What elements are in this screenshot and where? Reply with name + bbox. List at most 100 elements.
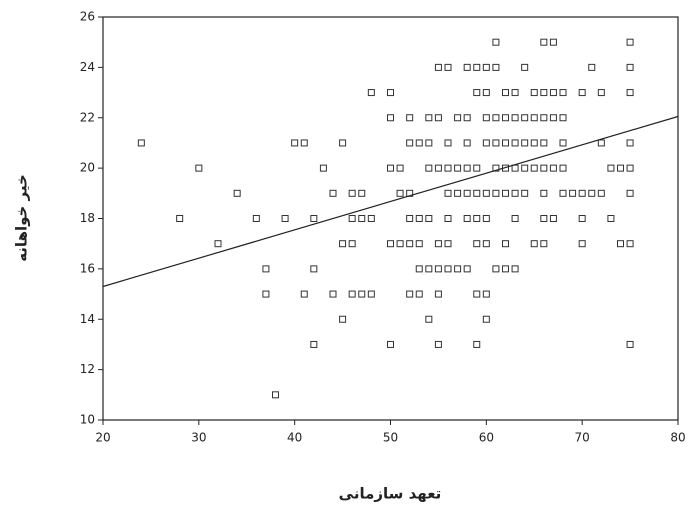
- scatter-point: [300, 290, 308, 298]
- scatter-point: [233, 189, 241, 197]
- scatter-point: [492, 114, 500, 122]
- scatter-point: [482, 215, 490, 222]
- scatter-point: [310, 340, 318, 348]
- scatter-point: [530, 114, 538, 122]
- scatter-point: [406, 114, 414, 122]
- scatter-point: [549, 114, 557, 122]
- scatter-point: [415, 265, 423, 273]
- scatter-point: [272, 391, 279, 399]
- scatter-point: [502, 139, 509, 147]
- scatter-point: [482, 315, 490, 323]
- scatter-point: [339, 139, 347, 147]
- scatter-point: [617, 164, 624, 172]
- scatter-point: [530, 89, 538, 97]
- scatter-point: [521, 114, 529, 122]
- y-tick-label: 26: [80, 10, 95, 24]
- scatter-point: [578, 240, 586, 248]
- scatter-point: [434, 290, 442, 298]
- scatter-point: [521, 63, 529, 71]
- scatter-point: [578, 215, 586, 222]
- scatter-point: [549, 89, 557, 97]
- scatter-point: [415, 240, 423, 248]
- scatter-point: [473, 63, 481, 71]
- scatter-point: [482, 114, 490, 122]
- scatter-point: [406, 139, 414, 147]
- x-tick-label: 70: [575, 431, 590, 445]
- scatter-point: [367, 215, 375, 222]
- scatter-point: [348, 240, 356, 248]
- scatter-point: [425, 114, 433, 122]
- scatter-point: [597, 189, 605, 197]
- scatter-point: [578, 89, 586, 97]
- scatter-point: [473, 290, 481, 298]
- scatter-point: [396, 189, 404, 197]
- scatter-point: [444, 189, 452, 197]
- scatter-point: [195, 164, 203, 172]
- scatter-point: [511, 89, 519, 97]
- scatter-point: [319, 164, 327, 172]
- x-tick-label: 30: [191, 431, 206, 445]
- scatter-point: [463, 189, 471, 197]
- scatter-point: [262, 290, 270, 298]
- scatter-point: [559, 139, 567, 147]
- scatter-point: [396, 240, 404, 248]
- scatter-point: [521, 164, 529, 172]
- scatter-point: [463, 114, 471, 122]
- scatter-point: [415, 290, 423, 298]
- x-axis-title: تعهد سازمانی: [339, 485, 442, 503]
- scatter-point: [617, 240, 624, 248]
- scatter-point: [444, 164, 452, 172]
- scatter-point: [473, 215, 481, 222]
- scatter-point: [626, 38, 634, 46]
- scatter-point: [540, 89, 548, 97]
- scatter-point: [387, 340, 394, 348]
- scatter-point: [444, 139, 452, 147]
- scatter-point: [578, 189, 586, 197]
- scatter-point: [549, 38, 557, 46]
- scatter-point: [502, 89, 509, 97]
- scatter-point: [434, 63, 442, 71]
- scatter-point: [626, 89, 634, 97]
- scatter-point: [511, 189, 519, 197]
- y-tick-label: 12: [80, 362, 95, 376]
- scatter-point: [387, 89, 394, 97]
- y-tick-label: 24: [80, 60, 95, 74]
- scatter-point: [310, 215, 318, 222]
- scatter-point: [607, 215, 615, 222]
- scatter-point: [540, 114, 548, 122]
- scatter-point: [434, 164, 442, 172]
- scatter-point: [300, 139, 308, 147]
- scatter-point: [463, 139, 471, 147]
- scatter-point: [396, 164, 404, 172]
- scatter-point: [463, 164, 471, 172]
- scatter-point: [444, 63, 452, 71]
- y-axis-title: خیر خواهانه: [13, 174, 31, 262]
- scatter-point: [540, 139, 548, 147]
- scatter-point: [540, 240, 548, 248]
- scatter-point: [425, 164, 433, 172]
- scatter-point: [348, 189, 356, 197]
- scatter-point: [348, 215, 356, 222]
- scatter-point: [310, 265, 318, 273]
- y-tick-label: 10: [80, 413, 95, 427]
- y-tick-label: 22: [80, 110, 95, 124]
- scatter-point: [511, 164, 519, 172]
- scatter-point: [463, 265, 471, 273]
- scatter-point: [387, 240, 394, 248]
- scatter-point: [482, 240, 490, 248]
- scatter-point: [137, 139, 145, 147]
- scatter-point: [626, 63, 634, 71]
- scatter-point: [549, 164, 557, 172]
- scatter-point: [626, 340, 634, 348]
- scatter-point: [281, 215, 289, 222]
- scatter-point: [492, 189, 500, 197]
- scatter-point: [444, 240, 452, 248]
- scatter-point: [339, 240, 347, 248]
- scatter-point: [559, 89, 567, 97]
- scatter-point: [607, 164, 615, 172]
- scatter-point: [511, 114, 519, 122]
- scatter-point: [492, 139, 500, 147]
- scatter-point: [415, 139, 423, 147]
- scatter-point: [588, 63, 596, 71]
- scatter-point: [502, 240, 509, 248]
